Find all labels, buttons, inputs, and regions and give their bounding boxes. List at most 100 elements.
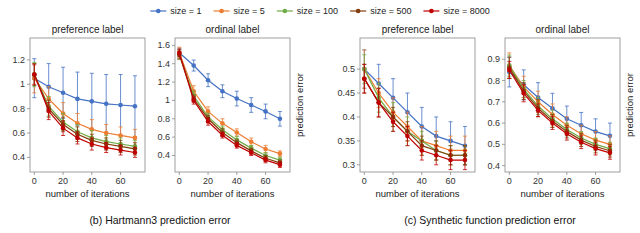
y-tick bbox=[172, 45, 175, 46]
y-tick-label: 0.35 bbox=[337, 136, 355, 146]
point bbox=[61, 126, 66, 131]
subtitle: (c) Synthetic function prediction error bbox=[404, 214, 576, 226]
line bbox=[34, 78, 135, 138]
plot-data bbox=[362, 50, 467, 170]
y-tick-label: 1.4 bbox=[157, 59, 170, 69]
y-tick bbox=[357, 164, 360, 165]
point bbox=[177, 50, 182, 55]
y-tick bbox=[172, 155, 175, 156]
error-bar bbox=[278, 162, 282, 168]
error-bar bbox=[434, 146, 438, 165]
x-tick-label: 60 bbox=[116, 176, 126, 186]
error-bar bbox=[550, 117, 554, 130]
point bbox=[405, 134, 410, 139]
y-label: prediction error bbox=[624, 73, 635, 137]
point bbox=[235, 130, 240, 135]
y-tick-label: 0.4 bbox=[157, 150, 170, 160]
x-tick-label: 20 bbox=[388, 176, 398, 186]
point bbox=[75, 136, 80, 141]
point bbox=[206, 78, 211, 83]
y-tick-label: 0.6 bbox=[12, 128, 25, 138]
error-bar bbox=[377, 88, 381, 117]
line bbox=[34, 75, 135, 149]
y-tick-label: 0.8 bbox=[157, 114, 170, 124]
point bbox=[220, 89, 225, 94]
point bbox=[220, 133, 225, 138]
error-bar bbox=[119, 75, 123, 136]
point bbox=[391, 119, 396, 124]
error-bar bbox=[249, 98, 253, 113]
y-tick bbox=[27, 133, 30, 134]
legend: size = 1size = 5size = 100size = 500size… bbox=[150, 6, 489, 16]
x-tick bbox=[265, 172, 266, 175]
error-bar bbox=[391, 103, 395, 132]
error-bar bbox=[235, 143, 239, 149]
error-bar bbox=[362, 64, 366, 93]
y-tick-label: 0.4 bbox=[487, 161, 500, 171]
y-tick bbox=[502, 59, 505, 60]
x-tick-label: 40 bbox=[562, 176, 572, 186]
error-bar bbox=[420, 141, 424, 160]
line bbox=[34, 75, 135, 153]
point bbox=[104, 101, 109, 106]
error-bar bbox=[32, 64, 36, 86]
point bbox=[133, 104, 138, 109]
point bbox=[133, 150, 138, 155]
point bbox=[90, 142, 95, 147]
error-bar bbox=[177, 49, 181, 56]
x-tick bbox=[208, 172, 209, 175]
error-bar bbox=[206, 74, 210, 87]
point bbox=[463, 158, 468, 163]
legend-label: size = 100 bbox=[297, 6, 338, 16]
error-bar bbox=[264, 145, 268, 152]
x-tick-label: 20 bbox=[203, 176, 213, 186]
error-bar bbox=[32, 62, 36, 86]
title: ordinal label bbox=[206, 24, 260, 35]
point bbox=[362, 76, 367, 81]
error-bar bbox=[47, 103, 51, 120]
error-bar bbox=[133, 148, 137, 158]
point bbox=[206, 119, 211, 124]
line bbox=[509, 70, 610, 153]
y-tick-label: 0.8 bbox=[487, 76, 500, 86]
point bbox=[536, 108, 541, 113]
error-bar bbox=[206, 118, 210, 125]
y-tick-label: 1.2 bbox=[12, 55, 25, 65]
legend-marker bbox=[156, 9, 161, 14]
error-bar bbox=[192, 97, 196, 104]
x-tick-label: 0 bbox=[507, 176, 512, 186]
point bbox=[32, 72, 37, 77]
y-tick-label: 0.9 bbox=[487, 54, 500, 64]
error-bar bbox=[565, 127, 569, 140]
series bbox=[177, 49, 282, 167]
series bbox=[362, 55, 467, 165]
subtitle: (b) Hartmann3 prediction error bbox=[89, 214, 231, 226]
x-tick-label: 60 bbox=[591, 176, 601, 186]
point bbox=[376, 100, 381, 105]
error-bar bbox=[391, 112, 395, 131]
point bbox=[579, 140, 584, 145]
y-tick-label: 1.6 bbox=[157, 40, 170, 50]
point bbox=[90, 99, 95, 104]
error-bar bbox=[177, 47, 181, 58]
y-tick bbox=[172, 118, 175, 119]
line bbox=[509, 68, 610, 151]
x-label: number of iterations bbox=[191, 188, 275, 199]
error-bar bbox=[249, 150, 253, 156]
y-tick-label: 0.4 bbox=[12, 152, 25, 162]
point bbox=[177, 50, 182, 55]
series bbox=[507, 53, 612, 153]
error-bar bbox=[133, 76, 137, 137]
y-tick bbox=[172, 63, 175, 64]
legend-label: size = 8000 bbox=[443, 6, 489, 16]
x-label: number of iterations bbox=[521, 188, 605, 199]
x-tick bbox=[179, 172, 180, 175]
series bbox=[362, 50, 467, 165]
line bbox=[509, 66, 610, 145]
x-tick bbox=[421, 172, 422, 175]
error-bar bbox=[75, 132, 79, 144]
point bbox=[235, 143, 240, 148]
error-bar bbox=[235, 91, 239, 106]
series bbox=[507, 57, 612, 148]
point bbox=[46, 109, 51, 114]
